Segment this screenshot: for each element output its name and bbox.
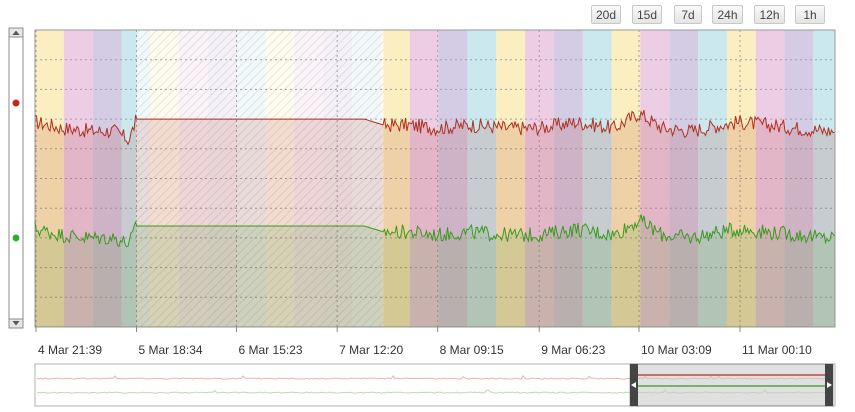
y-scrollbar[interactable] [8, 27, 24, 329]
x-tick-label: 5 Mar 18:34 [139, 343, 203, 357]
time-band [63, 30, 93, 327]
x-tick-label: 11 Mar 00:10 [742, 343, 812, 357]
plot-border [34, 29, 836, 328]
time-band [553, 30, 583, 327]
time-band [669, 30, 699, 327]
series-markers [12, 99, 20, 242]
series-lines [34, 110, 835, 248]
time-band [409, 30, 439, 327]
time-band [698, 30, 727, 327]
range-button-24h[interactable]: 24h [712, 5, 743, 24]
time-band [525, 30, 554, 327]
series-marker-1 [12, 99, 20, 107]
x-tick-label: 8 Mar 09:15 [440, 343, 504, 357]
series-marker-2 [12, 234, 20, 242]
range-button-12h[interactable]: 12h [754, 5, 785, 24]
arrow-left-icon [631, 382, 636, 388]
x-tick-label: 9 Mar 06:23 [541, 343, 605, 357]
time-band [35, 30, 64, 327]
range-button-7d[interactable]: 7d [674, 5, 702, 24]
range-button-20d[interactable]: 20d [591, 5, 621, 24]
arrow-down-icon [12, 321, 20, 326]
y-scrollbar-track[interactable] [8, 27, 24, 329]
time-band [784, 30, 814, 327]
range-button-15d[interactable]: 15d [632, 5, 662, 24]
arrow-up-icon [12, 30, 20, 35]
series-areas [35, 110, 835, 327]
navigator-selection[interactable] [629, 363, 834, 407]
navigator[interactable] [34, 363, 836, 407]
x-tick-label: 7 Mar 12:20 [339, 343, 403, 357]
arrow-right-icon [827, 382, 832, 388]
range-button-1h[interactable]: 1h [795, 5, 825, 24]
navigator-selected-range[interactable] [629, 363, 834, 407]
series-line-2 [34, 214, 835, 248]
series-line-1 [34, 110, 835, 146]
x-tick-label: 4 Mar 21:39 [38, 343, 102, 357]
time-band [813, 30, 835, 327]
x-axis: 4 Mar 21:39 5 Mar 18:34 6 Mar 15:23 7 Mar 1… [35, 327, 812, 357]
x-tick-label: 6 Mar 15:23 [239, 343, 303, 357]
series-area-2 [35, 214, 835, 327]
x-tick-label: 10 Mar 03:09 [641, 343, 712, 357]
series-area-1 [35, 110, 835, 327]
time-band [438, 30, 468, 327]
